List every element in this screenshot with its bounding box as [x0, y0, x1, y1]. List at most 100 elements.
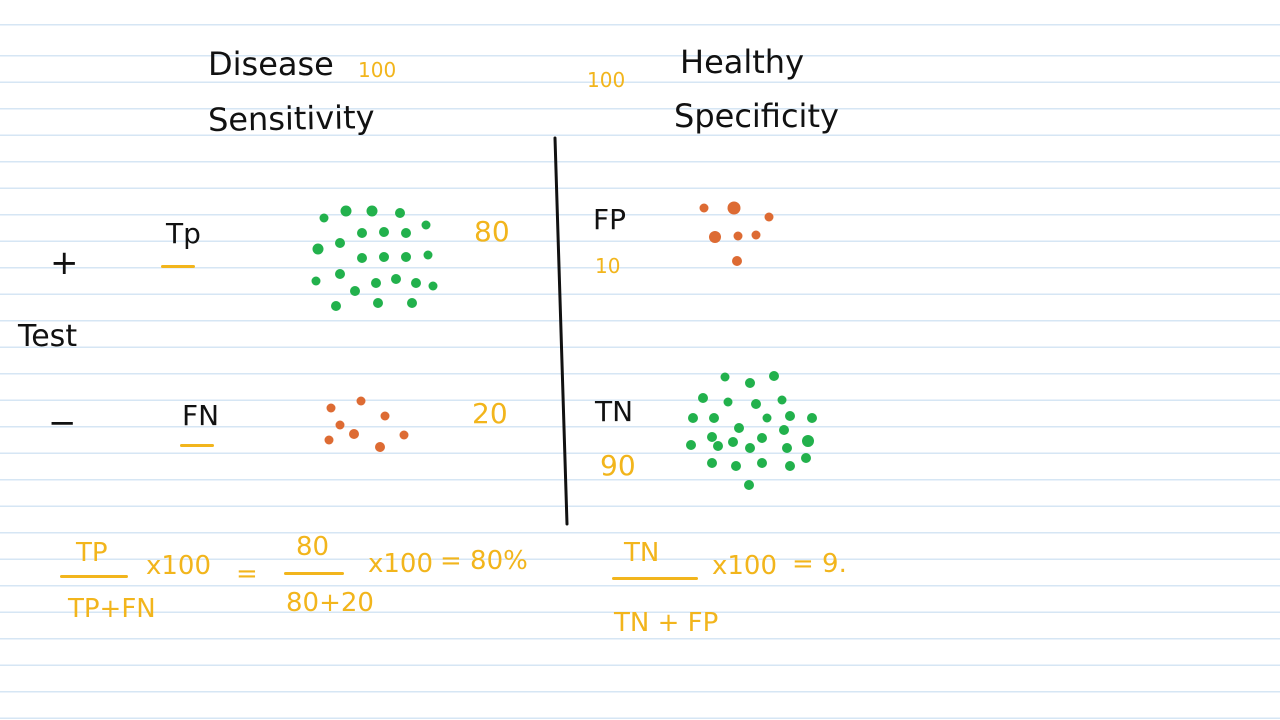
green-dot: [744, 480, 754, 490]
green-dot: [745, 443, 755, 453]
orange-dot: [326, 403, 336, 413]
column-divider-line: [553, 136, 569, 526]
green-dot: [407, 298, 417, 308]
green-dot: [312, 243, 324, 255]
green-dot: [366, 205, 378, 217]
green-dot: [785, 411, 795, 421]
fn-dot-cluster: [324, 396, 409, 452]
green-dot: [395, 208, 405, 218]
tp-label: Tp: [166, 217, 201, 250]
spec-formula-numerator: TN: [624, 538, 660, 568]
orange-dot: [764, 212, 774, 222]
green-dot: [331, 301, 341, 311]
fn-label: FN: [182, 399, 220, 432]
healthy-count: 100: [587, 68, 626, 92]
green-dot: [782, 443, 792, 453]
orange-dot: [732, 256, 742, 266]
orange-dot: [751, 230, 761, 240]
test-label: Test: [18, 319, 78, 354]
spec-fraction-bar: [612, 577, 698, 580]
sens-formula-numerator-values: 80: [296, 532, 330, 562]
tn-label: TN: [595, 395, 634, 428]
orange-dot: [727, 201, 741, 215]
tp-dot-cluster: [311, 205, 438, 311]
green-dot: [745, 378, 755, 388]
green-dot: [801, 453, 811, 463]
green-dot: [731, 461, 741, 471]
green-dot: [686, 440, 696, 450]
fn-underline: [180, 444, 214, 447]
green-dot: [350, 286, 360, 296]
green-dot: [807, 413, 817, 423]
green-dot: [340, 205, 352, 217]
orange-dot: [709, 231, 721, 243]
green-dot: [779, 425, 789, 435]
negative-sign: −: [48, 403, 77, 443]
fp-count: 10: [595, 254, 621, 278]
sens-formula-equals: =: [236, 559, 258, 589]
green-dot: [802, 435, 814, 447]
sens-formula-times: x100: [146, 551, 212, 581]
green-dot: [423, 250, 433, 260]
green-dot: [335, 269, 345, 279]
green-dot: [707, 432, 717, 442]
fp-label: FP: [593, 203, 626, 236]
green-dot: [379, 227, 389, 237]
green-dot: [688, 413, 698, 423]
sens-formula-result: = 80%: [440, 546, 528, 576]
green-dot: [762, 413, 772, 423]
fn-count: 20: [472, 397, 508, 430]
fp-dot-cluster: [699, 201, 774, 266]
disease-header: Disease: [208, 45, 334, 83]
green-dot: [723, 397, 733, 407]
orange-dot: [699, 203, 709, 213]
green-dot: [769, 371, 779, 381]
green-dot: [728, 437, 738, 447]
spec-formula-denominator: TN + FP: [614, 608, 719, 638]
spec-formula-result: = 9.: [792, 549, 847, 579]
green-dot: [411, 278, 421, 288]
orange-dot: [324, 435, 334, 445]
green-dot: [713, 441, 723, 451]
green-dot: [757, 458, 767, 468]
green-dot: [357, 253, 367, 263]
disease-count: 100: [358, 58, 397, 82]
sens-formula-times-2: x100: [368, 549, 434, 579]
spec-formula-times: x100: [712, 551, 778, 581]
green-dot: [379, 252, 389, 262]
green-dot: [698, 393, 708, 403]
green-dot: [373, 298, 383, 308]
tp-underline: [161, 265, 195, 268]
green-dot: [401, 228, 411, 238]
green-dot: [391, 274, 401, 284]
orange-dot: [399, 430, 409, 440]
green-dot: [751, 399, 761, 409]
positive-sign: +: [50, 243, 79, 283]
green-dot: [709, 413, 719, 423]
green-dot: [371, 278, 381, 288]
green-dot: [401, 252, 411, 262]
green-dot: [777, 395, 787, 405]
green-dot: [357, 228, 367, 238]
sens-formula-numerator: TP: [76, 538, 108, 568]
sens-formula-denominator: TP+FN: [68, 594, 156, 624]
sens-formula-denominator-values: 80+20: [286, 588, 374, 618]
healthy-header: Healthy: [680, 43, 805, 81]
orange-dot: [375, 442, 385, 452]
specificity-header: Specificity: [674, 97, 839, 135]
tn-dot-cluster: [686, 371, 817, 490]
orange-dot: [356, 396, 366, 406]
green-dot: [734, 423, 744, 433]
orange-dot: [733, 231, 743, 241]
green-dot: [720, 372, 730, 382]
green-dot: [421, 220, 431, 230]
green-dot: [707, 458, 717, 468]
green-dot: [335, 238, 345, 248]
tp-count: 80: [474, 215, 510, 248]
sens-fraction-bar: [60, 575, 128, 578]
green-dot: [319, 213, 329, 223]
tn-count: 90: [600, 449, 636, 482]
green-dot: [311, 276, 321, 286]
orange-dot: [335, 420, 345, 430]
